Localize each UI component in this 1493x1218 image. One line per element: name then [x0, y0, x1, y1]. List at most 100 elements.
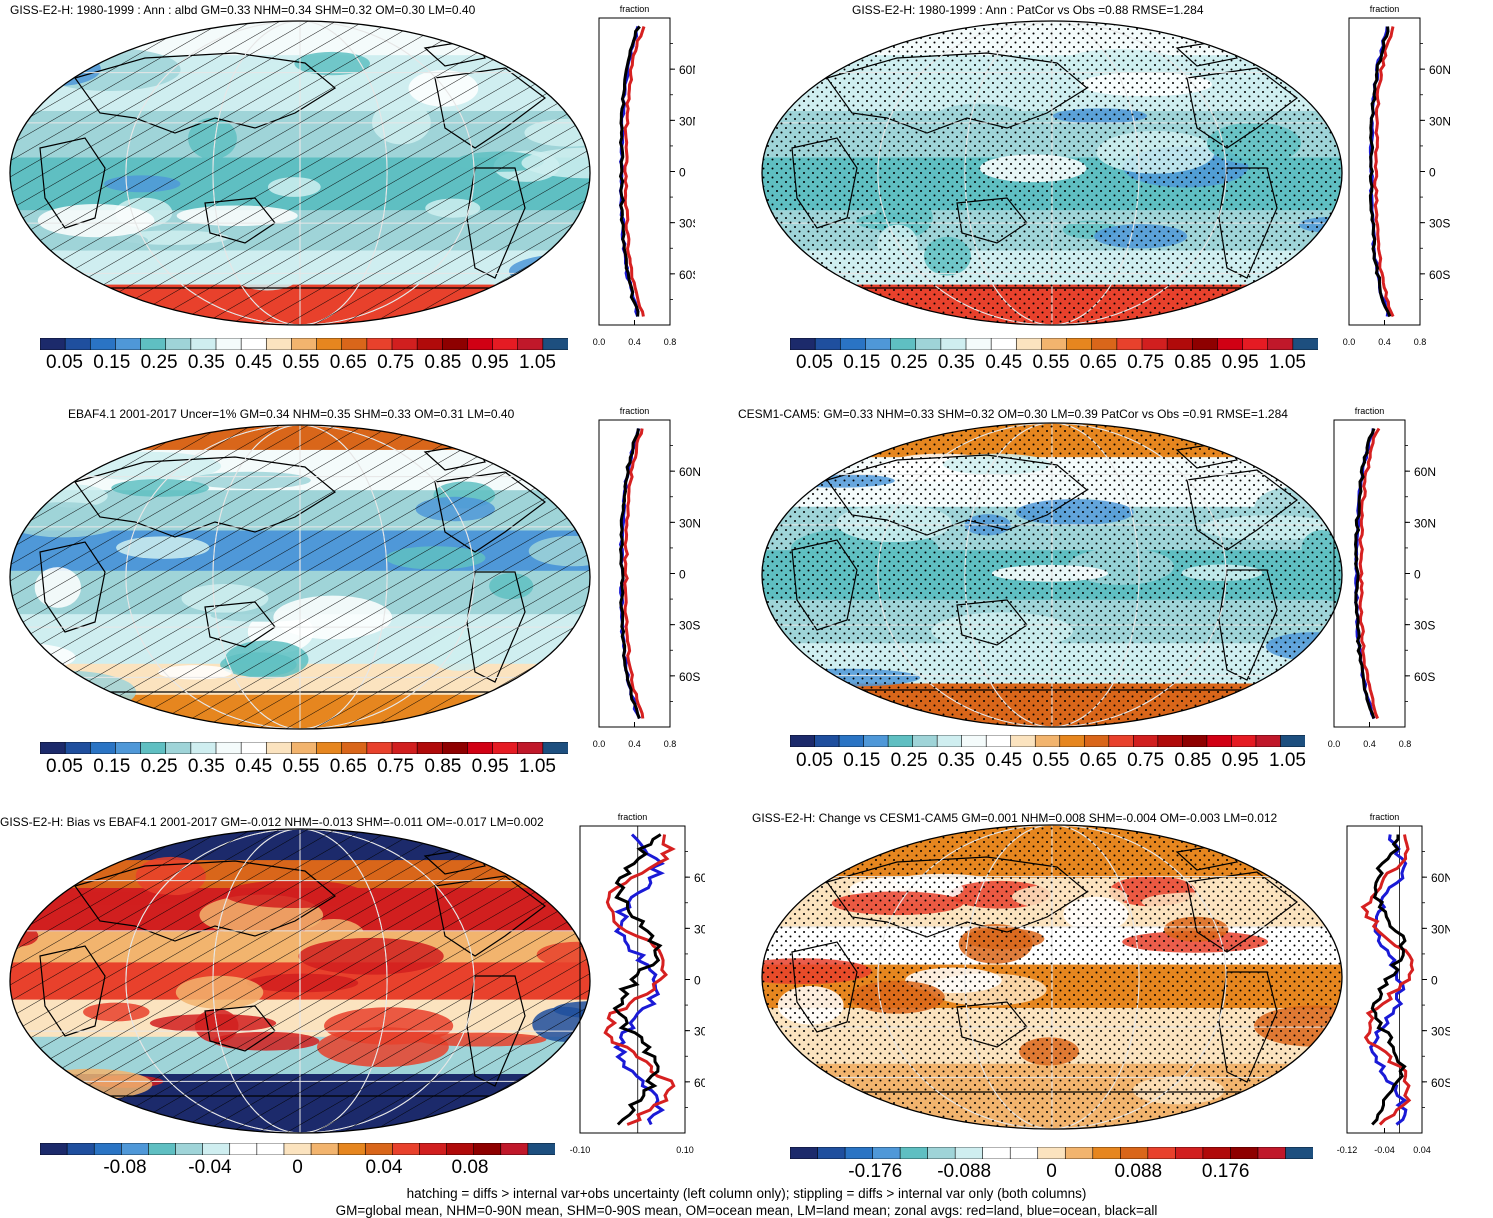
colorbar-tick-label: 0.05: [796, 352, 833, 373]
colorbar-swatch: [1175, 1147, 1204, 1159]
zonal-lat-label: 60N: [1414, 465, 1436, 479]
zonal-unit-label: fraction: [1370, 812, 1400, 822]
colorbar-swatch: [527, 1143, 555, 1155]
colorbar-tick-label: 0.05: [46, 756, 83, 777]
colorbar-tick-label: 0: [292, 1157, 303, 1178]
colorbar-labels: 0.05 0.15 0.25 0.35 0.45 0.55 0.65 0.75 0.85 0.95…: [46, 352, 556, 374]
zonal-line-land: [623, 26, 646, 317]
colorbar-swatch: [790, 338, 816, 350]
colorbar-tick-label: 0.75: [1127, 750, 1165, 771]
zonal-lat-label: 30S: [1414, 619, 1435, 633]
colorbar-swatch: [1034, 735, 1061, 747]
zonal-x-label: -0.04: [1374, 1145, 1395, 1155]
zonal-lat-label: 60N: [1431, 871, 1450, 885]
colorbar-swatch: [965, 338, 992, 350]
colorbar-tick-label: 0.45: [985, 352, 1023, 373]
colorbar: [40, 338, 568, 350]
colorbar-tick-label: 0.95: [1221, 750, 1259, 771]
colorbar-tick-label: 0.35: [187, 352, 225, 373]
zonal-lat-label: 60S: [1431, 1076, 1450, 1090]
colorbar-tick-label: 0.95: [1221, 352, 1259, 373]
colorbar-swatch: [64, 338, 92, 350]
colorbar-swatch: [1066, 338, 1093, 350]
zonal-lat-label: 60N: [694, 871, 705, 885]
hatching-overlay: [10, 21, 590, 325]
colorbar-swatch: [1231, 735, 1257, 747]
map-border: [9, 828, 591, 1134]
colorbar-swatch: [283, 1143, 312, 1155]
stippling-overlay: [762, 21, 1342, 325]
colorbar-swatch: [364, 1143, 394, 1155]
colorbar-tick-label: 0.45: [985, 750, 1023, 771]
colorbar-swatch: [265, 338, 293, 350]
colorbar-tick-label: 0.55: [282, 352, 320, 373]
map-model-patcor: [761, 20, 1343, 326]
panel-title: GISS-E2-H: Change vs CESM1-CAM5 GM=0.001…: [752, 811, 1278, 825]
colorbar-swatch: [790, 735, 816, 747]
map-obs-ebaf: [9, 424, 591, 730]
colorbar-tick-label: 0.85: [1174, 352, 1212, 373]
colorbar-tick-label: 0.45: [235, 352, 273, 373]
zonal-frame: [598, 17, 671, 326]
zonal-x-label: 0.4: [1363, 739, 1376, 749]
colorbar-tick-label: 0.85: [1174, 750, 1212, 771]
zonal-frame: [598, 419, 671, 728]
colorbar-swatch: [473, 1143, 502, 1155]
colorbar-tick-label: 0.95: [471, 756, 509, 777]
colorbar-tick-label: 1.05: [1268, 352, 1306, 373]
map-contour-patch: [762, 40, 827, 77]
colorbar-swatch: [936, 735, 963, 747]
zonal-mean-plot: fraction 60N 30N 0 30S 60S 0.0 0.4 0.8: [1343, 4, 1450, 347]
colorbar-tick-label: 0.25: [140, 756, 178, 777]
zonal-line-ocean: [1368, 834, 1408, 1126]
colorbar-labels: 0.05 0.15 0.25 0.35 0.45 0.55 0.65 0.75 0.85 0.95…: [46, 756, 556, 778]
zonal-x-label: -0.10: [570, 1145, 591, 1155]
colorbar-swatch: [517, 338, 544, 350]
panel-title: GISS-E2-H: 1980-1999 : Ann : PatCor vs O…: [852, 3, 1204, 17]
zonal-line-land: [1360, 834, 1415, 1126]
colorbar: [790, 1147, 1313, 1159]
colorbar-swatch: [89, 742, 117, 754]
colorbar-swatch: [265, 742, 293, 754]
colorbar-tick-label: 0: [1046, 1161, 1057, 1182]
zonal-lat-label: 60N: [1429, 63, 1450, 77]
colorbar-swatch: [1230, 1147, 1259, 1159]
colorbar-swatch: [1242, 338, 1269, 350]
colorbar-swatch: [115, 742, 142, 754]
zonal-lat-label: 0: [679, 568, 686, 582]
colorbar-swatch: [165, 742, 192, 754]
zonal-x-label: 0.0: [593, 337, 606, 347]
colorbar-swatch: [366, 742, 393, 754]
colorbar-swatch: [190, 742, 217, 754]
colorbar-tick-label: 1.05: [518, 756, 556, 777]
colorbar-swatch: [215, 742, 242, 754]
footer-note-2: GM=global mean, NHM=0-90N mean, SHM=0-90…: [335, 1203, 1158, 1218]
zonal-mean-plot: fraction 60N 30N 0 30S 60S 0.0 0.4 0.8: [593, 406, 700, 749]
colorbar-swatch: [1037, 1147, 1067, 1159]
zonal-x-label: 0.8: [1414, 337, 1427, 347]
colorbar-tick-label: 0.75: [377, 756, 415, 777]
colorbar-swatch: [148, 1143, 177, 1155]
colorbar-swatch: [517, 742, 544, 754]
colorbar-tick-label: 0.35: [937, 352, 975, 373]
map-border: [761, 824, 1343, 1130]
colorbar-swatch: [1108, 735, 1135, 747]
zonal-x-label: 0.0: [593, 739, 606, 749]
stippling-overlay: [762, 825, 1342, 1129]
colorbar-swatch: [844, 1147, 874, 1159]
colorbar-swatch: [392, 1143, 421, 1155]
colorbar-swatch: [887, 735, 914, 747]
colorbar-swatch: [492, 742, 519, 754]
zonal-line-all: [1370, 834, 1407, 1126]
colorbar-swatch: [1147, 1147, 1177, 1159]
zonal-line-land: [1373, 26, 1395, 318]
footer-note-1: hatching = diffs > internal var+obs unce…: [406, 1186, 1087, 1201]
colorbar-swatch: [140, 742, 167, 754]
zonal-line-ocean: [613, 833, 666, 1126]
colorbar-swatch: [838, 735, 865, 747]
colorbar-tick-label: 0.65: [329, 352, 367, 373]
map-border: [9, 424, 591, 730]
zonal-lat-label: 30S: [694, 1025, 705, 1039]
zonal-x-label: 0.4: [628, 739, 641, 749]
colorbar-tick-label: 0.35: [937, 750, 975, 771]
